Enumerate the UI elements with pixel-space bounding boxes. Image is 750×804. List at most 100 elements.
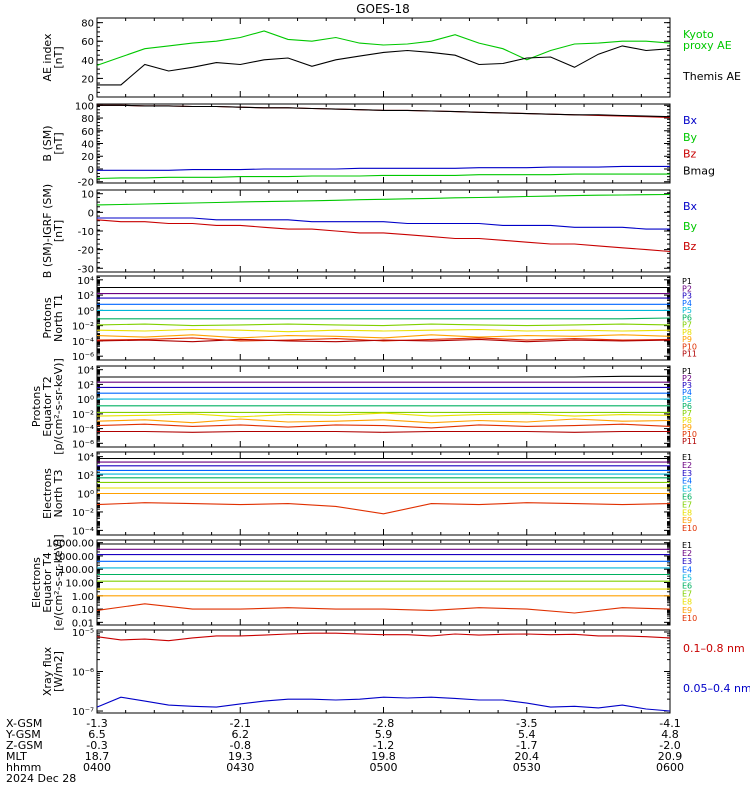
legend-label: P3: [682, 292, 692, 301]
x-axis-row-label: Z-GSM: [6, 739, 43, 752]
legend-label: E4: [682, 565, 692, 574]
series-pe-P1: [97, 375, 670, 378]
series-bsm-Bx: [97, 165, 670, 171]
legend-label: P11: [682, 437, 697, 446]
x-axis-value: 6.2: [232, 728, 250, 741]
y-tick-label: 10⁻²: [72, 410, 94, 421]
legend-label: P2: [682, 374, 692, 383]
legend-label: P1: [682, 367, 692, 376]
legend-label: Bx: [683, 200, 698, 213]
x-axis-date: 2024 Dec 28: [6, 772, 76, 785]
series-pe-P8: [96, 412, 671, 418]
y-axis-label: [nT]: [52, 46, 65, 68]
legend-label: E3: [682, 557, 692, 566]
x-axis-value: 19.8: [371, 750, 396, 763]
y-axis-label: [p/(cm²-s-sr-keV)]: [52, 358, 65, 455]
x-axis-value: 0600: [656, 761, 684, 774]
y-axis-label: Equator T2: [41, 376, 54, 436]
series-pe-P10: [96, 423, 671, 429]
legend-label: E8: [682, 508, 692, 517]
x-axis-row-label: MLT: [6, 750, 27, 763]
legend-label: P5: [682, 395, 692, 404]
y-axis-label: [nT]: [52, 132, 65, 154]
legend-label: Bz: [683, 148, 697, 161]
legend-label: E3: [682, 469, 692, 478]
legend-label: E7: [682, 500, 692, 509]
x-axis-value: -4.1: [659, 717, 680, 730]
series-xray-short: [96, 696, 671, 712]
y-tick-label: 40: [81, 56, 94, 67]
y-tick-label: 20: [81, 74, 94, 85]
y-tick-label: 80: [81, 19, 94, 30]
x-axis-value: 20.9: [658, 750, 683, 763]
y-axis-label: Xray flux: [41, 646, 54, 696]
x-axis-value: 0530: [513, 761, 541, 774]
x-axis-value: 0400: [83, 761, 111, 774]
series-pe-P9: [96, 418, 671, 424]
y-tick-label: 10²: [77, 471, 94, 482]
legend-label: P9: [682, 335, 692, 344]
legend-label: By: [683, 220, 698, 233]
y-tick-label: 10⁻⁵: [72, 628, 94, 639]
y-tick-label: 60: [81, 127, 94, 138]
legend-label: P8: [682, 328, 692, 337]
legend-label: P8: [682, 416, 692, 425]
x-axis-row-label: X-GSM: [6, 717, 42, 730]
series-bigrf-By: [96, 193, 671, 206]
x-axis-value: -2.0: [659, 739, 680, 752]
y-tick-label: 10²: [77, 380, 94, 391]
x-axis-value: -3.5: [516, 717, 537, 730]
x-axis-value: 6.5: [88, 728, 106, 741]
legend-label: E10: [682, 524, 697, 533]
series-bigrf-Bx: [97, 217, 670, 230]
legend-label: Bx: [683, 114, 698, 127]
series-pn-P11: [96, 338, 671, 343]
y-axis-label: Protons: [30, 386, 43, 427]
legend-label: E9: [682, 606, 692, 615]
legend-label: Kyoto: [683, 28, 714, 41]
x-axis-value: 18.7: [85, 750, 110, 763]
legend-label: E8: [682, 598, 692, 607]
x-axis-value: -0.3: [86, 739, 107, 752]
y-axis-label: [e/(cm²-s-sr-keV)]: [52, 534, 65, 630]
legend-label: P7: [682, 409, 692, 418]
legend-label: P5: [682, 306, 692, 315]
legend-label: By: [683, 131, 698, 144]
y-tick-label: 10²: [77, 291, 94, 302]
y-tick-label: 10⁻⁴: [72, 337, 94, 348]
y-axis-label: B (SM)-IGRF (SM): [41, 184, 54, 278]
panel-frame-pn: [96, 275, 671, 361]
x-axis-value: -2.8: [373, 717, 394, 730]
y-tick-label: -20: [78, 178, 94, 189]
series-bsm-Bmag: [97, 104, 671, 118]
y-tick-label: -30: [78, 264, 94, 275]
series-bigrf-Bz: [96, 219, 671, 253]
series-xray-long: [96, 632, 671, 642]
y-tick-label: 60: [81, 37, 94, 48]
y-tick-label: 100.00: [59, 565, 94, 576]
y-tick-label: 10⁰: [77, 306, 94, 317]
panel-frame-ae: [96, 17, 671, 98]
series-en-E10: [96, 502, 671, 515]
y-axis-label: Protons: [41, 297, 54, 338]
legend-label: P9: [682, 423, 692, 432]
legend-label: E2: [682, 549, 692, 558]
legend-label: P4: [682, 388, 692, 397]
legend-label: P1: [682, 277, 692, 286]
series-themis-ae: [97, 45, 671, 86]
y-tick-label: 80: [81, 114, 94, 125]
y-tick-label: 20: [81, 152, 94, 163]
legend-label: P10: [682, 342, 697, 351]
x-axis-value: -0.8: [230, 739, 251, 752]
y-tick-label: 0.01: [72, 618, 94, 629]
x-axis-value: -2.1: [230, 717, 251, 730]
legend-label: E2: [682, 461, 692, 470]
y-tick-label: 10⁴: [77, 453, 94, 464]
y-tick-label: 10⁻⁷: [72, 707, 94, 718]
legend-label: 0.1–0.8 nm: [683, 642, 745, 655]
series-ee-E10: [96, 603, 671, 614]
y-tick-label: 10⁰: [77, 395, 94, 406]
y-tick-label: 10⁻⁶: [72, 352, 94, 363]
legend-label: proxy AE: [683, 39, 732, 52]
